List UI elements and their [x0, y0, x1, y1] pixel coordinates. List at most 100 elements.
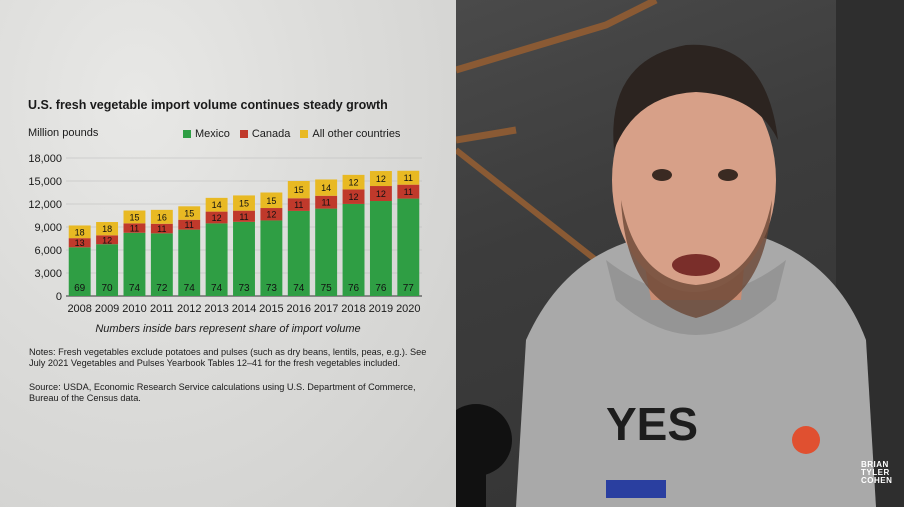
hair: [613, 44, 778, 151]
y-tick-label: 0: [56, 291, 62, 303]
bar-data-label: 11: [157, 224, 166, 234]
bar-data-label: 75: [321, 283, 333, 294]
bar-data-label: 15: [129, 212, 139, 222]
bar-segment-mexico: [205, 223, 228, 296]
x-tick-label: 2012: [177, 303, 201, 315]
right-eye: [718, 169, 738, 181]
legend-label-other: All other countries: [312, 128, 401, 140]
hoodie-print-text: YES: [606, 398, 698, 450]
y-tick-label: 12,000: [28, 199, 62, 211]
bar-segment-all-other-countries: [287, 181, 310, 199]
bar-data-label: 77: [403, 283, 415, 294]
bar-segment-mexico: [287, 210, 310, 296]
legend-item-mexico: Mexico: [183, 128, 230, 140]
bar-data-label: 11: [294, 200, 303, 210]
bar-data-label: 15: [184, 209, 194, 219]
bar-data-label: 69: [74, 283, 86, 294]
legend-item-canada: Canada: [239, 128, 291, 140]
presenter-image: YES: [456, 0, 904, 507]
legend-swatch-other: [300, 130, 309, 138]
bar-data-label: 74: [293, 283, 305, 294]
hoodie-print-ball: [792, 426, 820, 454]
bar-segment-mexico: [397, 198, 420, 296]
bar-segment-mexico: [315, 208, 338, 296]
bar-data-label: 70: [102, 283, 114, 294]
bar-segment-canada: [315, 195, 338, 209]
bar-data-label: 76: [348, 283, 360, 294]
bar-data-label: 73: [266, 283, 278, 294]
bar-segment-all-other-countries: [123, 210, 146, 224]
bar-data-label: 74: [184, 283, 196, 294]
bar-segment-mexico: [123, 232, 146, 296]
chart-notes: Notes: Fresh vegetables exclude potatoes…: [29, 347, 427, 369]
bar-data-label: 11: [185, 220, 194, 230]
legend-label-mexico: Mexico: [195, 128, 230, 140]
hoodie: [516, 235, 876, 507]
bar-segment-mexico: [96, 244, 119, 296]
bar-data-label: 12: [212, 213, 222, 223]
beard: [621, 200, 772, 318]
bar-segment-canada: [123, 223, 146, 233]
chart-panel: U.S. fresh vegetable import volume conti…: [0, 0, 456, 507]
x-tick-label: 2014: [232, 303, 256, 315]
chart-source: Source: USDA, Economic Research Service …: [29, 382, 416, 404]
bar-segment-canada: [342, 189, 365, 204]
video-presenter-panel: YES: [456, 0, 904, 507]
y-tick-label: 18,000: [28, 153, 62, 165]
bar-data-label: 18: [102, 224, 112, 234]
bar-segment-mexico: [68, 247, 91, 296]
bar-segment-canada: [68, 238, 91, 248]
bar-segment-canada: [260, 208, 283, 221]
chart-caption: Numbers inside bars represent share of i…: [95, 323, 361, 335]
bar-data-label: 11: [130, 224, 139, 234]
bar-segment-canada: [150, 223, 173, 234]
chart-title: U.S. fresh vegetable import volume conti…: [28, 98, 388, 112]
bar-data-label: 14: [321, 183, 331, 193]
chart-legend: Mexico Canada All other countries: [183, 128, 400, 140]
x-tick-label: 2011: [150, 303, 174, 315]
x-tick-label: 2018: [341, 303, 365, 315]
bar-segment-all-other-countries: [260, 192, 283, 209]
bar-segment-all-other-countries: [96, 222, 119, 236]
bar-data-label: 15: [266, 196, 276, 206]
bar-segment-all-other-countries: [315, 179, 338, 196]
x-tick-label: 2015: [259, 303, 283, 315]
x-tick-label: 2008: [67, 303, 91, 315]
bar-segment-canada: [178, 219, 201, 230]
bar-segment-all-other-countries: [342, 174, 365, 190]
microphone-stand: [456, 470, 486, 507]
x-tick-label: 2010: [122, 303, 146, 315]
bar-segment-canada: [205, 211, 228, 224]
bar-data-label: 72: [156, 283, 168, 294]
y-tick-label: 9,000: [34, 222, 62, 234]
y-axis-unit-label: Million pounds: [28, 127, 99, 139]
y-tick-label: 6,000: [34, 245, 62, 257]
x-tick-label: 2016: [287, 303, 311, 315]
left-eye: [652, 169, 672, 181]
bar-segment-mexico: [233, 221, 255, 296]
bar-segment-all-other-countries: [178, 206, 201, 220]
bar-data-label: 11: [321, 198, 330, 208]
x-tick-label: 2020: [396, 303, 420, 315]
bar-data-label: 13: [75, 238, 85, 248]
legend-label-canada: Canada: [251, 128, 291, 140]
x-tick-label: 2009: [95, 303, 119, 315]
bar-data-label: 15: [294, 185, 304, 195]
bar-segment-canada: [397, 184, 420, 199]
legend-swatch-canada: [239, 130, 248, 138]
bar-data-label: 73: [238, 283, 250, 294]
bar-data-label: 12: [349, 192, 359, 202]
bar-data-label: 12: [376, 189, 386, 199]
bar-data-label: 12: [266, 210, 276, 220]
bar-segment-mexico: [260, 220, 283, 296]
bar-segment-mexico: [150, 233, 173, 296]
bar-segment-all-other-countries: [397, 170, 420, 185]
legend-swatch-mexico: [183, 130, 191, 138]
bar-segment-all-other-countries: [369, 171, 392, 187]
channel-watermark-logo: BRIAN TYLER COHEN: [861, 460, 893, 486]
bar-data-label: 16: [157, 212, 167, 222]
x-tick-label: 2017: [314, 303, 338, 315]
bar-segment-all-other-countries: [233, 195, 255, 211]
bar-data-label: 18: [75, 227, 85, 237]
bar-segment-all-other-countries: [68, 225, 91, 239]
